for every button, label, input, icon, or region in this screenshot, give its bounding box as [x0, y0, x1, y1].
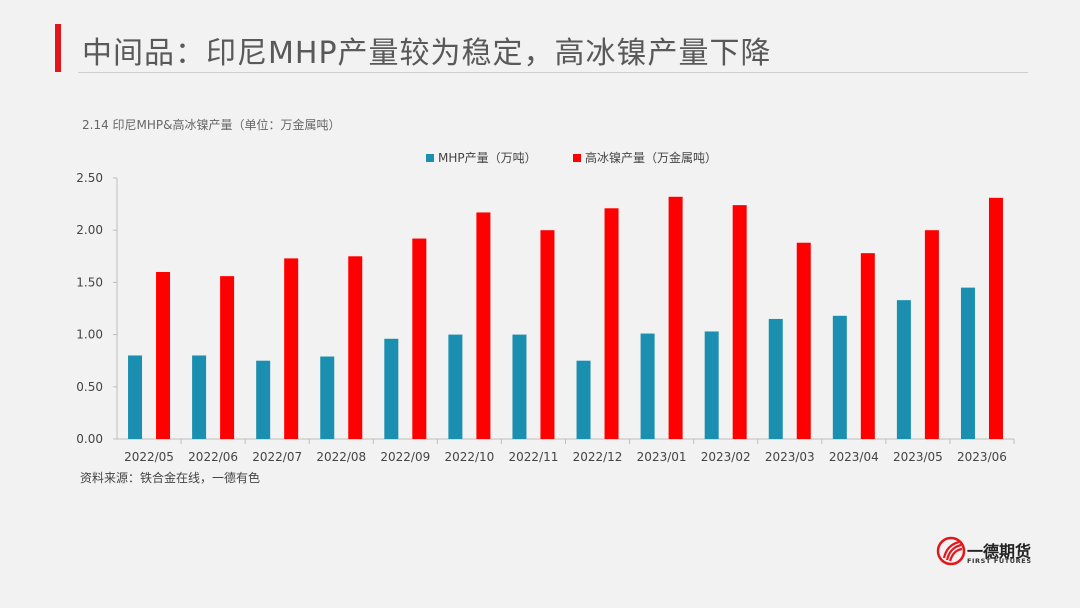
x-tick-label: 2022/06 [188, 450, 238, 464]
x-tick-label: 2023/05 [893, 450, 943, 464]
page-title: 中间品：印尼MHP产量较为稳定，高冰镍产量下降 [82, 36, 772, 71]
y-tick-label: 1.00 [76, 328, 103, 342]
x-tick-label: 2022/08 [316, 450, 366, 464]
y-tick-label: 2.00 [76, 223, 103, 237]
bar-mhp [896, 300, 911, 439]
x-tick-label: 2022/12 [573, 450, 623, 464]
bar-matte [540, 230, 555, 439]
chart-caption: 2.14 印尼MHP&高冰镍产量（单位：万金属吨） [82, 118, 341, 132]
x-tick-label: 2022/09 [380, 450, 430, 464]
x-tick-label: 2022/05 [124, 450, 174, 464]
bar-mhp [256, 360, 271, 439]
bar-matte [732, 205, 747, 439]
x-tick-label: 2023/04 [829, 450, 879, 464]
title-divider [78, 72, 1028, 73]
bar-mhp [640, 333, 655, 439]
legend-label: MHP产量（万吨） [438, 151, 537, 165]
bar-mhp [320, 356, 335, 439]
bar-mhp [704, 331, 719, 439]
x-tick-label: 2023/01 [637, 450, 687, 464]
bar-mhp [832, 315, 847, 439]
bar-matte [220, 276, 235, 439]
y-tick-label: 0.00 [76, 432, 103, 446]
logo-name-cn: 一德期货 [967, 542, 1032, 561]
bar-mhp [512, 334, 527, 439]
legend-swatch [573, 154, 581, 162]
y-tick-label: 2.50 [76, 171, 103, 185]
x-tick-label: 2022/11 [509, 450, 559, 464]
bar-matte [156, 271, 171, 439]
bar-matte [604, 208, 619, 439]
bar-matte [860, 253, 875, 439]
y-tick-label: 0.50 [76, 380, 103, 394]
legend-label: 高冰镍产量（万金属吨） [585, 150, 717, 165]
x-tick-label: 2022/10 [444, 450, 494, 464]
bar-matte [284, 258, 299, 439]
bar-mhp [768, 318, 783, 439]
logo-mark-icon [936, 536, 966, 566]
bar-mhp [448, 334, 463, 439]
bar-mhp [192, 355, 207, 439]
x-tick-label: 2023/03 [765, 450, 815, 464]
title-accent-bar [55, 24, 61, 72]
bar-matte [988, 197, 1003, 439]
bar-mhp [576, 360, 591, 439]
logo-name-en: FIRST FUTURES [967, 557, 1032, 565]
bar-matte [412, 238, 427, 439]
y-tick-label: 1.50 [76, 275, 103, 289]
bar-mhp [960, 287, 975, 439]
legend-swatch [426, 154, 434, 162]
x-tick-label: 2022/07 [252, 450, 302, 464]
x-tick-label: 2023/02 [701, 450, 751, 464]
bar-matte [476, 212, 491, 439]
company-logo: 一德期货 FIRST FUTURES [935, 535, 1045, 571]
x-tick-label: 2023/06 [957, 450, 1007, 464]
bar-mhp [128, 355, 143, 439]
bar-matte [348, 256, 363, 439]
bar-matte [924, 230, 939, 439]
bar-mhp [384, 338, 399, 439]
bar-matte [796, 242, 811, 439]
source-note: 资料来源：铁合金在线，一德有色 [80, 471, 261, 485]
bar-matte [668, 196, 683, 439]
